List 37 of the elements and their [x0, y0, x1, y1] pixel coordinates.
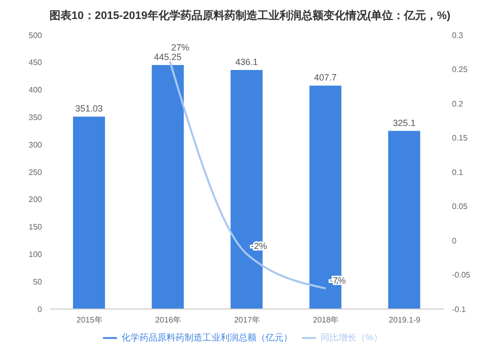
y2-tick-label: 0.1	[452, 168, 464, 177]
legend-label: 化学药品原料药制造工业利润总额（亿元）	[121, 332, 292, 342]
y2-tick-label: 0.05	[452, 202, 468, 212]
data-label: 351.03	[75, 104, 103, 114]
data-label: 27%	[171, 42, 190, 53]
data-label: 436.1	[235, 57, 258, 68]
y-tick-label: 450	[28, 58, 43, 68]
x-tick-label: 2016年	[155, 316, 182, 325]
x-tick-label: 2017年	[234, 316, 260, 325]
x-tick-label: 2018年	[312, 316, 339, 325]
y2-tick-label: 0.25	[452, 65, 468, 74]
y2-tick-label: 0	[452, 236, 457, 246]
y2-tick-label: 0.3	[452, 30, 464, 40]
legend-label: 同比增长（%）	[320, 332, 382, 342]
y-tick-label: 250	[28, 168, 43, 177]
bar	[388, 130, 420, 309]
bar	[73, 116, 105, 309]
y-tick-label: 300	[28, 140, 43, 150]
y-tick-label: 50	[33, 277, 43, 286]
y-tick-label: 0	[38, 304, 43, 314]
y-tick-label: 500	[28, 30, 43, 40]
y2-tick-label: -0.05	[452, 270, 471, 280]
chart-title: 图表10：2015-2019年化学药品原料药制造工业利润总额变化情况(单位：亿元，%)	[48, 8, 452, 23]
x-tick-label: 2019.1-9	[388, 316, 421, 325]
y-tick-label: 200	[28, 195, 43, 204]
x-tick-label: 2015年	[76, 316, 102, 325]
y2-tick-label: 0.15	[452, 134, 468, 143]
y2-tick-label: -0.1	[452, 304, 466, 314]
y-tick-label: 100	[28, 250, 43, 260]
y-tick-label: 400	[28, 86, 43, 95]
y2-tick-label: 0.2	[452, 99, 464, 108]
data-label: 407.7	[314, 72, 337, 83]
data-label: 325.1	[392, 118, 416, 128]
y-tick-label: 350	[28, 113, 43, 122]
y-tick-label: 150	[28, 222, 43, 232]
bar	[152, 65, 184, 309]
data-label: 445.25	[154, 52, 182, 62]
